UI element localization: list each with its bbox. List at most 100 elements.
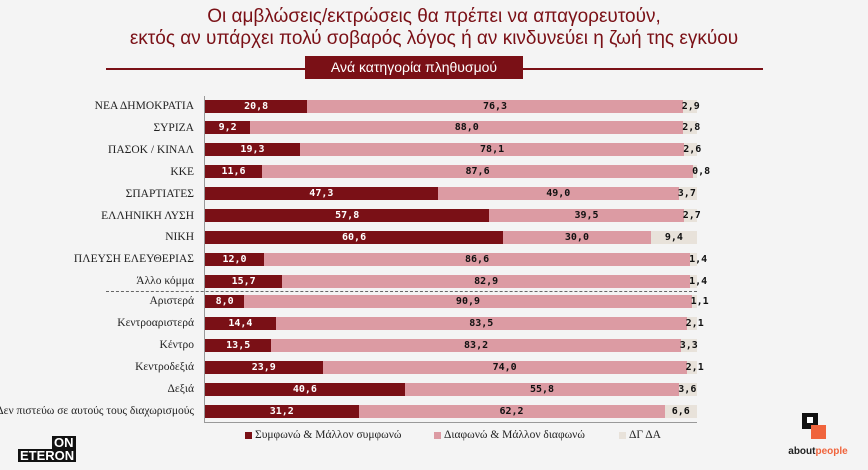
bar-segment	[686, 360, 697, 374]
data-label: 60,6	[342, 231, 367, 243]
data-label: 20,8	[244, 100, 269, 112]
data-label: 9,4	[664, 231, 683, 243]
data-label: 1,1	[690, 295, 709, 307]
bar-segment	[262, 165, 694, 179]
data-label: 23,9	[251, 361, 276, 373]
data-label: 74,0	[492, 361, 517, 373]
bar-segment	[205, 230, 504, 244]
aboutpeople-logo: aboutpeople	[783, 413, 853, 463]
bar-segment	[205, 99, 308, 113]
data-label: 2,6	[683, 144, 702, 156]
category-label: ΠΑΣΟΚ / ΚΙΝΑΛ	[108, 143, 194, 156]
category-label: ΣΥΡΙΖΑ	[153, 121, 194, 134]
data-label: 3,7	[677, 188, 696, 200]
data-label: 76,3	[482, 100, 508, 112]
bar-segment	[264, 252, 691, 266]
bar-segment	[205, 187, 438, 201]
bar-segment	[299, 143, 685, 157]
data-label: 31,2	[269, 405, 294, 417]
legend-label: ΔΓ ΔΑ	[629, 429, 661, 441]
data-label: 2,1	[685, 361, 704, 373]
bar-segment	[205, 121, 251, 135]
data-label: 14,4	[228, 317, 253, 329]
bar-segment	[650, 230, 697, 244]
bar-segment	[205, 209, 490, 222]
data-label: 1,4	[689, 275, 708, 287]
category-label: ΣΠΑΡΤΙΑΤΕΣ	[125, 187, 194, 200]
data-label: 0,8	[692, 166, 711, 178]
category-label: ΚΚΕ	[170, 165, 194, 178]
bar-segment	[205, 143, 300, 157]
category-label: ΝΙΚΗ	[165, 231, 194, 244]
category-label: Αριστερά	[149, 295, 194, 307]
legend-label: Διαφωνώ & Μάλλον διαφωνώ	[444, 429, 585, 441]
chart-title-line2: εκτός αν υπάρχει πολύ σοβαρός λόγος ή αν…	[129, 28, 739, 49]
legend-label: Συμφωνώ & Μάλλον συμφωνώ	[255, 429, 402, 441]
bar-segment	[271, 338, 681, 352]
data-label: 78,1	[480, 144, 505, 156]
data-label: 40,6	[292, 383, 317, 395]
category-label: Κέντρο	[159, 339, 194, 351]
bar-segment	[205, 165, 263, 179]
category-label: Κεντροαριστερά	[117, 317, 194, 329]
bar-segment	[205, 274, 283, 288]
x-axis	[204, 422, 697, 423]
bar-segment	[684, 143, 697, 157]
bar-segment	[205, 360, 323, 374]
bar-segment	[682, 99, 697, 113]
bar-segment	[690, 252, 697, 266]
category-label: ΠΛΕΥΣΗ ΕΛΕΥΘΕΡΙΑΣ	[73, 253, 194, 266]
data-label: 9,2	[218, 122, 237, 134]
legend-item-agree: Συμφωνώ & Μάλλον συμφωνώ	[245, 429, 402, 441]
data-label: 15,7	[231, 275, 256, 287]
group-separator	[106, 291, 697, 292]
legend-swatch	[245, 431, 252, 439]
bar-segment	[275, 316, 687, 330]
data-label: 2,7	[682, 210, 701, 221]
data-label: 12,0	[222, 253, 247, 265]
bar-segment	[680, 338, 697, 352]
bar-segment	[503, 230, 651, 244]
y-axis	[204, 96, 205, 423]
data-label: 1,4	[689, 253, 708, 265]
bar-segment	[358, 404, 665, 418]
chart-title: Οι αμβλώσεις/εκτρώσεις θα πρέπει να απαγ…	[207, 6, 661, 27]
bar-segment	[250, 121, 684, 135]
data-label: 55,8	[529, 383, 555, 395]
category-label: Κεντροδεξιά	[135, 361, 194, 373]
data-label: 30,0	[564, 231, 589, 243]
data-label: 8,0	[215, 295, 234, 307]
data-label: 2,1	[685, 317, 704, 329]
data-label: 47,3	[309, 188, 334, 200]
bar-segment	[690, 274, 697, 288]
chart-subtitle: Ανά κατηγορία πληθυσμού	[305, 56, 523, 79]
data-label: 19,3	[240, 144, 265, 156]
bar-segment	[244, 294, 692, 308]
bar-segment	[679, 382, 697, 396]
bar-segment	[282, 274, 691, 288]
data-label: 13,5	[226, 339, 251, 351]
divider-right	[523, 68, 763, 70]
category-label: ΕΛΛΗΝΙΚΗ ΛΥΣΗ	[101, 209, 194, 222]
bar-segment	[404, 382, 680, 396]
data-label: 39,5	[574, 210, 599, 221]
data-label: 83,5	[469, 317, 494, 329]
data-label: 3,3	[679, 339, 698, 351]
bar-segment	[205, 404, 359, 418]
bar-segment	[205, 252, 265, 266]
bar-segment	[205, 338, 272, 352]
data-label: 11,6	[221, 166, 246, 178]
legend-item-disagree: Διαφωνώ & Μάλλον διαφωνώ	[434, 429, 585, 441]
bar-segment	[322, 360, 687, 374]
bar-segment	[683, 121, 697, 135]
category-label: Δεν πιστεύω σε αυτούς τους διαχωρισμούς	[0, 405, 194, 417]
bar-segment	[489, 209, 684, 222]
bar-segment	[686, 316, 697, 330]
data-label: 86,6	[465, 253, 490, 265]
data-label: 83,2	[464, 339, 489, 351]
data-label: 90,9	[455, 295, 481, 307]
data-label: 49,0	[546, 188, 571, 200]
data-label: 88,0	[454, 122, 479, 134]
bar-segment	[664, 404, 697, 418]
